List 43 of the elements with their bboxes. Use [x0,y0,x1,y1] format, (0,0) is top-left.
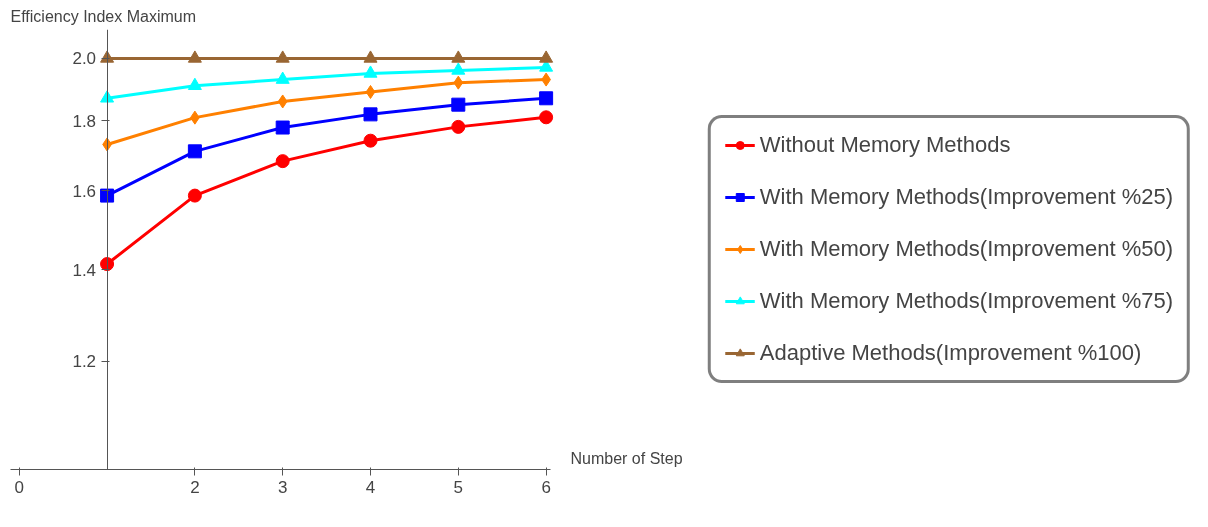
point [187,77,202,90]
y-tick-label: 1.4 [72,260,97,280]
point [453,75,464,90]
x-tick-label: 4 [365,477,376,497]
x-tick-label: 3 [277,477,288,497]
legend-label: Adaptive Methods(Improvement %100) [759,340,1142,366]
point [363,133,378,148]
point [100,188,115,203]
x-tick-label: 6 [541,477,551,497]
point [363,65,378,78]
legend-label: Without Memory Methods [759,132,1011,158]
point [275,50,290,63]
point [277,94,288,109]
y-tick-label: 2.0 [72,49,97,69]
point [187,188,202,203]
point [187,50,202,63]
y-tick-label: 1.2 [72,352,97,372]
point [275,120,290,135]
point [187,144,202,159]
legend-label: With Memory Methods(Improvement %50) [759,236,1173,262]
point [365,84,376,99]
point [275,154,290,169]
point [451,97,466,112]
x-tick-label: 2 [190,477,200,497]
point [275,71,290,84]
y-tick-label: 1.8 [72,111,97,131]
y-tick-label: 1.6 [72,181,97,201]
point [363,107,378,122]
point [539,110,554,125]
point [100,257,115,272]
point [451,50,466,63]
point [363,50,378,63]
x-tick-label: 0 [14,477,25,497]
legend-label: With Memory Methods(Improvement %25) [759,184,1173,210]
point [451,62,466,75]
y-axis-title: Efficiency Index Maximum [10,7,197,25]
x-axis-title: Number of Step [570,449,683,467]
x-tick-label: 5 [453,477,464,497]
point [539,91,554,106]
legend-label: With Memory Methods(Improvement %75) [759,288,1173,314]
point [100,90,115,103]
point [539,50,554,63]
point [451,119,466,134]
